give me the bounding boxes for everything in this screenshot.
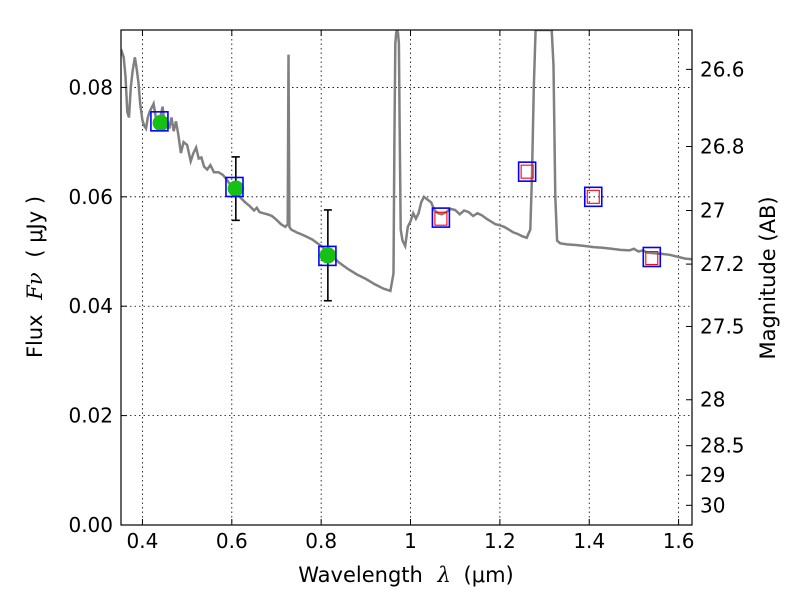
y-tick-label: 0.04 <box>68 294 113 318</box>
model-photometry-square <box>642 246 662 268</box>
axis-ticks: 0.4 0.6 0.8 1 1.2 1.4 1.6 0.00 0.02 0.04 0.06 0.08 2… <box>68 30 745 553</box>
y2-tick-label: 28.5 <box>700 434 745 458</box>
y2-axis-title: Magnitude (AB) <box>756 196 780 359</box>
x-tick-label: 1 <box>404 529 417 553</box>
y-axis-title: Flux Fν ( μJy ) <box>23 196 47 358</box>
y-tick-label: 0.08 <box>68 75 113 99</box>
model-photometry-square <box>517 161 537 182</box>
x-tick-label: 1.4 <box>573 529 605 553</box>
y2-tick-label: 26.8 <box>700 135 745 159</box>
x-tick-label: 1.6 <box>663 529 695 553</box>
model-photometry-square <box>583 186 603 208</box>
observed-point <box>319 247 337 264</box>
predicted-square <box>520 164 534 179</box>
observed-point <box>152 114 170 132</box>
model-photometry-square <box>150 111 169 132</box>
y2-tick-label: 27.5 <box>700 314 745 338</box>
photometry-markers <box>150 111 662 302</box>
predicted-square <box>434 211 448 226</box>
x-tick-label: 0.6 <box>216 529 248 553</box>
x-tick-label: 0.8 <box>305 529 337 553</box>
y-tick-label: 0.06 <box>68 185 113 209</box>
observed-point <box>227 180 245 197</box>
predicted-square <box>586 189 600 204</box>
model-photometry-square <box>318 245 337 267</box>
model-photometry-square <box>225 176 244 198</box>
y2-tick-label: 27 <box>700 198 725 222</box>
y-tick-label: 0.00 <box>68 513 113 537</box>
y2-tick-label: 29 <box>700 463 725 487</box>
x-tick-label: 1.2 <box>484 529 516 553</box>
grid <box>121 30 692 526</box>
y2-tick-label: 26.6 <box>700 57 745 81</box>
sed-model-curve <box>121 30 692 293</box>
plot-frame <box>120 29 693 526</box>
x-tick-label: 0.4 <box>127 529 159 553</box>
y2-tick-label: 28 <box>700 388 725 412</box>
y2-tick-label: 30 <box>700 493 725 517</box>
predicted-square <box>645 251 659 266</box>
y2-tick-label: 27.2 <box>700 252 745 276</box>
model-photometry-square <box>431 207 451 228</box>
x-axis-title: Wavelength λ (μm) <box>298 563 513 587</box>
sed-model-line <box>121 30 692 293</box>
y-tick-label: 0.02 <box>68 404 113 428</box>
